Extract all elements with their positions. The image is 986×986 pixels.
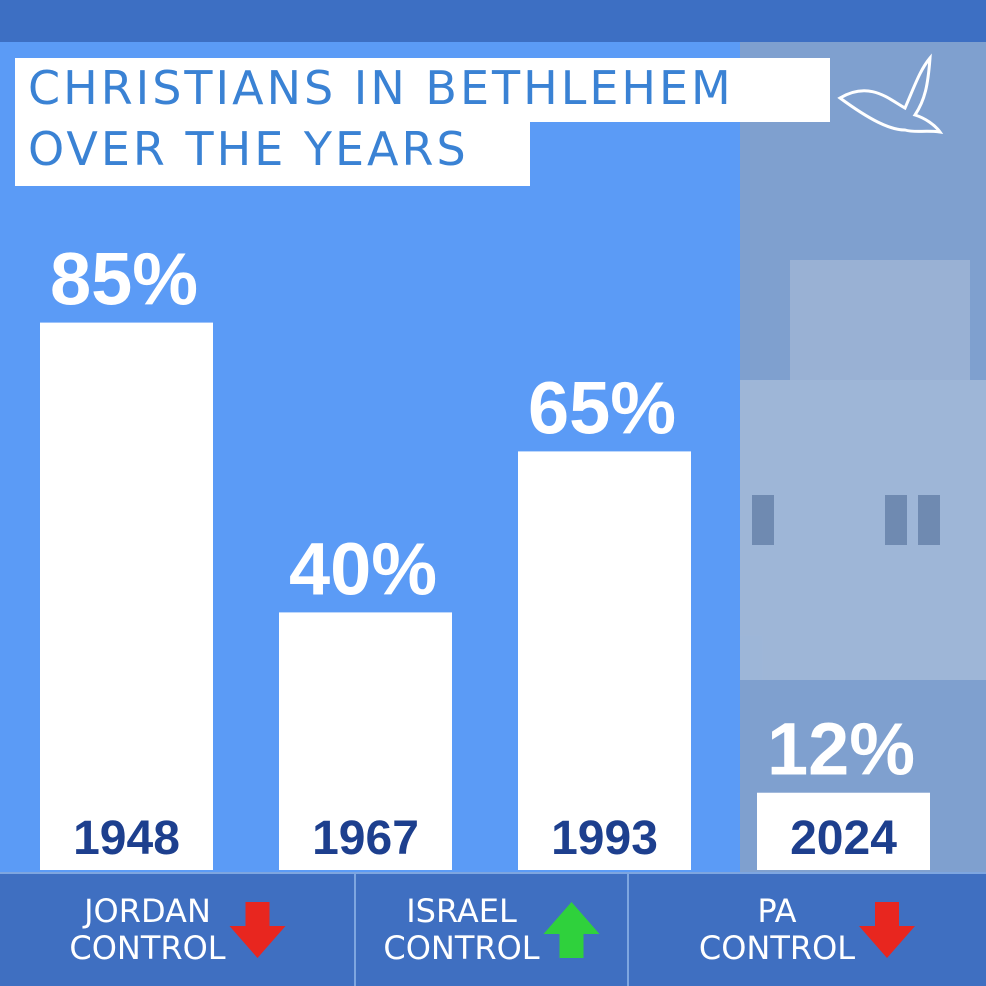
footer-label: JORDAN: [82, 892, 211, 930]
footer-label: CONTROL: [383, 929, 539, 967]
x-tick-label: 1993: [551, 812, 658, 865]
x-tick-label: 2024: [790, 812, 897, 865]
footer-label: ISRAEL: [406, 892, 517, 930]
value-label: 40%: [289, 527, 437, 610]
chart-title: OVER THE YEARS: [28, 122, 469, 176]
chart-title: CHRISTIANS IN BETHLEHEM: [28, 61, 734, 115]
x-tick-label: 1948: [73, 812, 180, 865]
castle-silhouette: [740, 260, 986, 680]
top-strip: [0, 0, 986, 42]
footer-label: CONTROL: [69, 929, 225, 967]
value-label: 12%: [767, 708, 915, 791]
title-box: [15, 58, 830, 122]
bar: [40, 322, 213, 871]
photo-panel: [740, 42, 986, 872]
bar: [518, 451, 691, 870]
bar: [279, 612, 452, 870]
footer: [0, 872, 986, 986]
title-box: [15, 120, 530, 186]
x-tick-label: 1967: [312, 812, 419, 865]
footer-label: PA: [757, 892, 796, 930]
bar: [757, 792, 930, 870]
value-label: 65%: [528, 366, 676, 449]
dove-icon: [837, 53, 944, 134]
footer-label: CONTROL: [699, 929, 855, 967]
arrow-icon: [859, 902, 915, 958]
value-label: 85%: [50, 238, 198, 321]
arrow-icon: [543, 902, 600, 958]
arrow-icon: [229, 902, 286, 958]
